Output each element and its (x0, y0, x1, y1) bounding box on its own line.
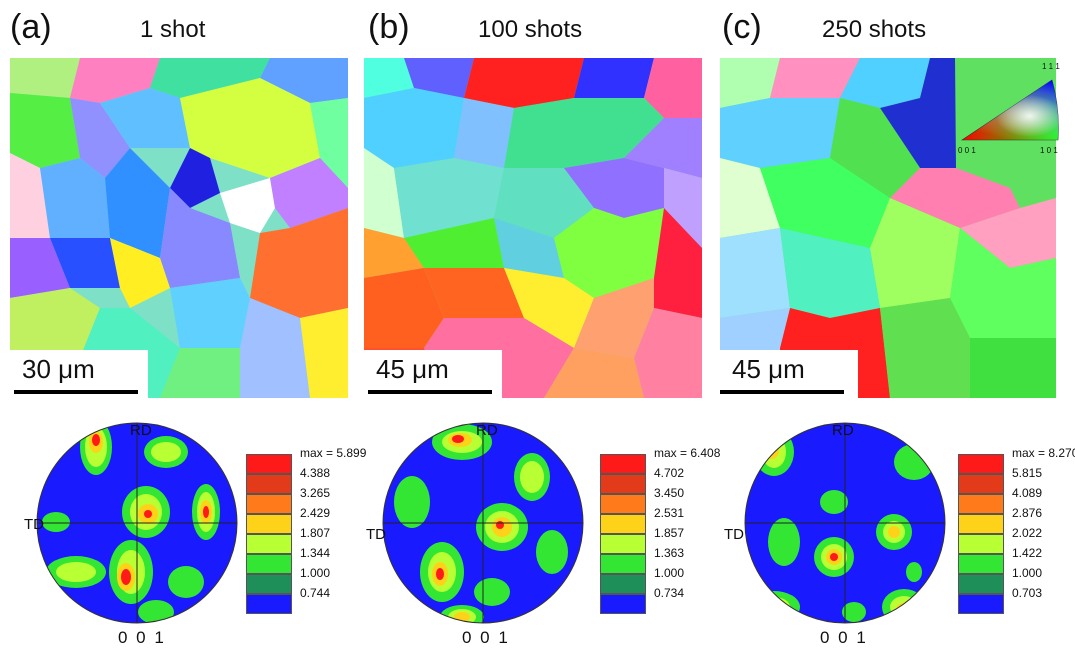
ebsd-map-b (364, 58, 702, 398)
legend-c-swatch-1 (958, 454, 1004, 474)
legend-c-swatch-5 (958, 534, 1004, 554)
ebsd-map-a (10, 58, 348, 398)
scalebar-b: 45 μm (364, 350, 502, 398)
legend-a-level-5: 1.344 (300, 546, 331, 560)
pf-a-td-label: TD (24, 516, 44, 533)
legend-b-level-7: 0.734 (654, 586, 685, 600)
legend-a-level-1: 4.388 (300, 466, 331, 480)
legend-b-swatch-7 (600, 574, 646, 594)
legend-a-level-6: 1.000 (300, 566, 331, 580)
legend-b-swatch-8 (600, 594, 646, 614)
legend-b-level-3: 2.531 (654, 506, 685, 520)
legend-c-level-3: 2.876 (1012, 506, 1043, 520)
pf-b-rd-label: RD (476, 422, 498, 439)
legend-b-swatch-3 (600, 494, 646, 514)
legend-b-swatch-2 (600, 474, 646, 494)
legend-c-swatch-3 (958, 494, 1004, 514)
legend-a-swatch-6 (246, 554, 292, 574)
panel-c-letter: (c) (722, 8, 762, 46)
legend-a-level-3: 2.429 (300, 506, 331, 520)
pf-a-rd-label: RD (130, 422, 152, 439)
scalebar-a: 30 μm (10, 350, 148, 398)
legend-b-level-2: 3.450 (654, 486, 685, 500)
legend-a-level-4: 1.807 (300, 526, 331, 540)
ipf-color-key (961, 79, 1059, 141)
legend-b-level-5: 1.363 (654, 546, 685, 560)
panel-c-title: 250 shots (822, 16, 927, 43)
legend-a-swatch-7 (246, 574, 292, 594)
legend-c-level-2: 4.089 (1012, 486, 1043, 500)
legend-a-swatch-1 (246, 454, 292, 474)
scalebar-b-line (368, 390, 492, 394)
pf-c-td-label: TD (724, 526, 744, 543)
pf-b-plane-label: 0 0 1 (462, 628, 510, 647)
legend-a-swatch-4 (246, 514, 292, 534)
legend-a-max: max = 5.899 (300, 446, 367, 460)
panel-a-letter: (a) (10, 8, 52, 46)
scalebar-c: 45 μm (720, 350, 858, 398)
legend-c-level-6: 1.000 (1012, 566, 1043, 580)
legend-a-swatch-8 (246, 594, 292, 614)
legend-c-swatch-8 (958, 594, 1004, 614)
legend-b-level-4: 1.857 (654, 526, 685, 540)
legend-c-swatch-6 (958, 554, 1004, 574)
scalebar-c-label: 45 μm (732, 354, 805, 384)
ipf-label-101: 1 0 1 (1040, 146, 1058, 155)
pole-figure-b (382, 422, 584, 624)
pf-c-plane-label: 0 0 1 (820, 628, 868, 647)
pole-figure-a (36, 422, 238, 624)
legend-b-swatch-5 (600, 534, 646, 554)
ipf-label-001: 0 0 1 (958, 146, 976, 155)
legend-a-swatch-2 (246, 474, 292, 494)
legend-b-max: max = 6.408 (654, 446, 721, 460)
legend-c-swatch-2 (958, 474, 1004, 494)
legend-b-swatch-1 (600, 454, 646, 474)
legend-a-swatch-3 (246, 494, 292, 514)
legend-b-level-1: 4.702 (654, 466, 685, 480)
pf-b-td-label: TD (366, 526, 386, 543)
panel-a-title: 1 shot (140, 16, 206, 43)
legend-a-level-2: 3.265 (300, 486, 331, 500)
legend-c-level-5: 1.422 (1012, 546, 1043, 560)
panel-b-title: 100 shots (478, 16, 583, 43)
legend-b-swatch-6 (600, 554, 646, 574)
legend-c-swatch-7 (958, 574, 1004, 594)
pf-a-plane-label: 0 0 1 (118, 628, 166, 647)
scalebar-a-line (14, 390, 138, 394)
legend-a-swatch-5 (246, 534, 292, 554)
pole-figure-c (744, 422, 946, 624)
legend-c-level-1: 5.815 (1012, 466, 1043, 480)
legend-b-swatch-4 (600, 514, 646, 534)
legend-c-max: max = 8.270 (1012, 446, 1075, 460)
legend-c-level-4: 2.022 (1012, 526, 1043, 540)
scalebar-a-label: 30 μm (22, 354, 95, 384)
legend-a-level-7: 0.744 (300, 586, 331, 600)
scalebar-b-label: 45 μm (376, 354, 449, 384)
legend-c-level-7: 0.703 (1012, 586, 1043, 600)
pf-c-rd-label: RD (832, 422, 854, 439)
scalebar-c-line (720, 390, 844, 394)
legend-c-swatch-4 (958, 514, 1004, 534)
ipf-label-111: 1 1 1 (1042, 62, 1060, 71)
legend-b-level-6: 1.000 (654, 566, 685, 580)
panel-b-letter: (b) (368, 8, 410, 46)
